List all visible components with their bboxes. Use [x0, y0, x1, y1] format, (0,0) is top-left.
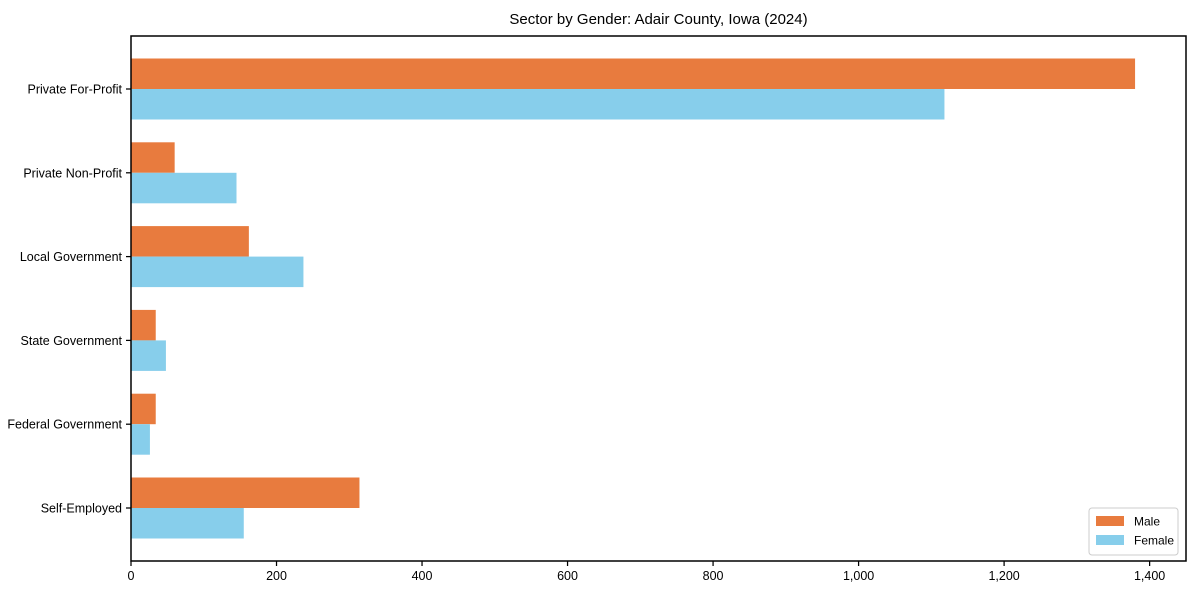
category-label-self-employed: Self-Employed — [41, 502, 122, 516]
x-tick-label-200: 200 — [266, 569, 287, 583]
bar-male-federal-government — [131, 393, 156, 425]
x-tick-label-0: 0 — [128, 569, 135, 583]
x-tick-label-1-400: 1,400 — [1134, 569, 1165, 583]
bar-female-private-non-profit — [131, 172, 237, 204]
bar-female-state-government — [131, 340, 166, 371]
plot-border — [130, 35, 1187, 562]
legend-label-male: Male — [1134, 515, 1160, 529]
category-label-private-for-profit: Private For-Profit — [28, 83, 123, 97]
legend-label-female: Female — [1134, 534, 1174, 548]
legend-swatch-female — [1096, 535, 1124, 545]
x-tick-label-400: 400 — [412, 569, 433, 583]
x-tick-label-600: 600 — [557, 569, 578, 583]
category-label-private-non-profit: Private Non-Profit — [23, 166, 122, 180]
bar-male-private-for-profit — [131, 58, 1136, 89]
category-label-local-government: Local Government — [20, 250, 123, 264]
legend-swatch-male — [1096, 516, 1124, 526]
bar-male-local-government — [131, 226, 249, 257]
bar-male-private-non-profit — [131, 142, 175, 173]
x-tick-label-1-000: 1,000 — [843, 569, 874, 583]
bar-female-self-employed — [131, 508, 244, 539]
bar-female-private-for-profit — [131, 89, 945, 120]
bar-male-state-government — [131, 309, 156, 341]
x-tick-label-800: 800 — [703, 569, 724, 583]
category-label-state-government: State Government — [21, 334, 123, 348]
bar-female-local-government — [131, 256, 304, 288]
x-tick-label-1-200: 1,200 — [988, 569, 1019, 583]
bar-male-self-employed — [131, 477, 360, 508]
chart-title: Sector by Gender: Adair County, Iowa (20… — [509, 11, 808, 28]
bar-female-federal-government — [131, 424, 150, 455]
category-label-federal-government: Federal Government — [7, 418, 122, 432]
